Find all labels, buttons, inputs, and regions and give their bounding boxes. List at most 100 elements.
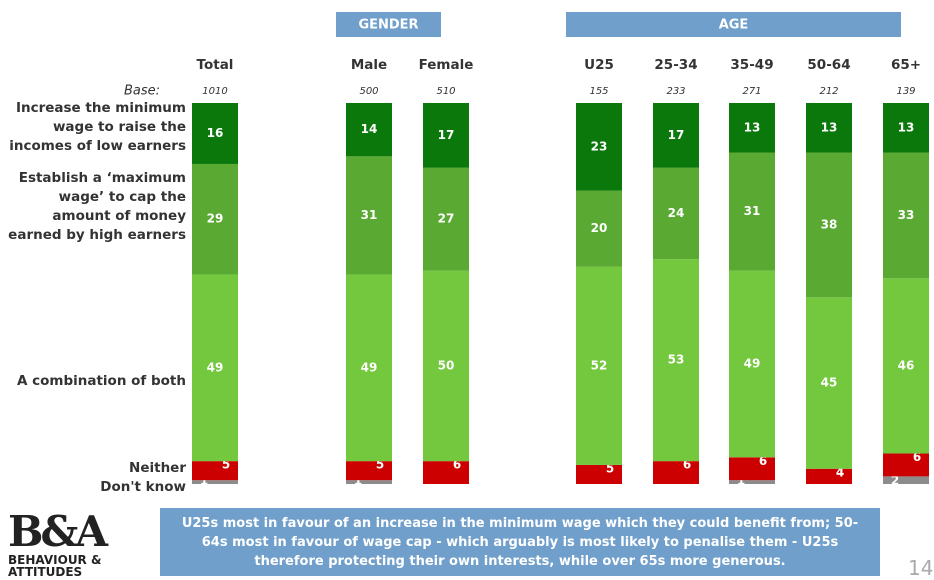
category-label: Total xyxy=(197,57,234,73)
data-label: 1 xyxy=(354,474,362,488)
bar-segment xyxy=(806,468,852,484)
data-label: 13 xyxy=(821,120,838,134)
bar-segment xyxy=(653,103,699,168)
category-label: U25 xyxy=(584,57,614,73)
bar-segment xyxy=(192,163,238,275)
data-label: 46 xyxy=(898,358,915,372)
bar-segment xyxy=(576,464,622,484)
category-label: 65+ xyxy=(891,57,921,73)
data-label: 17 xyxy=(668,128,685,142)
bar-segment xyxy=(729,480,775,484)
bar-segment xyxy=(883,476,929,484)
group-header xyxy=(566,12,901,37)
data-label: 24 xyxy=(668,206,685,220)
base-value: 510 xyxy=(436,86,455,97)
bar-segment xyxy=(576,266,622,465)
data-label: 1 xyxy=(200,474,208,488)
bar-segment xyxy=(883,103,929,153)
category-label: 50-64 xyxy=(807,57,850,73)
data-label: 5 xyxy=(376,458,384,472)
data-label: 49 xyxy=(361,360,378,374)
bar-segment xyxy=(729,457,775,481)
bar-segment xyxy=(653,167,699,260)
footer-note: U25s most in favour of an increase in th… xyxy=(160,508,880,576)
category-label: 25-34 xyxy=(654,57,697,73)
data-label: 6 xyxy=(759,454,767,468)
bar-segment xyxy=(192,274,238,462)
data-label: 6 xyxy=(913,450,921,464)
base-value: 271 xyxy=(742,86,761,97)
bar-segment xyxy=(192,461,238,481)
row-label: Establish a ‘maximum wage’ to cap the am… xyxy=(8,170,186,243)
bar-segment xyxy=(806,103,852,153)
bar-segment xyxy=(423,103,469,168)
data-label: 50 xyxy=(438,358,455,372)
footer-text: U25s most in favour of an increase in th… xyxy=(181,515,859,569)
bar-segment xyxy=(576,103,622,191)
bar-segment xyxy=(653,461,699,484)
row-label: Neither xyxy=(129,460,186,476)
data-label: 31 xyxy=(361,208,378,222)
data-label: 13 xyxy=(744,120,761,134)
data-label: 20 xyxy=(591,221,608,235)
logo: B&A BEHAVIOUR & ATTITUDES xyxy=(8,507,108,579)
base-value: 233 xyxy=(666,86,685,97)
bar-segment xyxy=(346,103,392,157)
group-label: AGE xyxy=(719,18,749,33)
bar-segment xyxy=(423,461,469,484)
base-value: 500 xyxy=(359,86,378,97)
row-label: A combination of both xyxy=(16,373,186,389)
logo-mark: B&A xyxy=(8,507,108,556)
data-label: 4 xyxy=(836,465,844,479)
bar-segment xyxy=(883,152,929,279)
data-label: 6 xyxy=(453,458,461,472)
base-value: 155 xyxy=(589,86,608,97)
data-label: 14 xyxy=(361,122,378,136)
group-header xyxy=(336,12,441,37)
bar-segment xyxy=(806,297,852,469)
row-label: Don't know xyxy=(100,479,186,495)
data-label: 52 xyxy=(591,358,608,372)
bar-segment xyxy=(806,152,852,298)
bar-segment xyxy=(883,278,929,454)
bar-segment xyxy=(729,103,775,153)
data-label: 49 xyxy=(744,356,761,370)
base-label: Base: xyxy=(124,84,160,99)
base-value: 139 xyxy=(896,86,915,97)
bar-segment xyxy=(346,461,392,481)
bar-segment xyxy=(729,270,775,458)
row-label: Increase the minimum wage to raise the i… xyxy=(9,100,186,154)
data-label: 1 xyxy=(737,474,745,488)
data-label: 13 xyxy=(898,120,915,134)
bar-segment xyxy=(576,190,622,267)
data-label: 53 xyxy=(668,353,685,367)
data-label: 16 xyxy=(207,126,224,140)
data-label: 27 xyxy=(438,212,455,226)
data-label: 5 xyxy=(222,458,230,472)
bar-segment xyxy=(192,480,238,484)
data-label: 2 xyxy=(891,474,899,488)
bar-segment xyxy=(423,167,469,271)
base-value: 212 xyxy=(819,86,838,97)
bar-segment xyxy=(346,480,392,484)
bar-segment xyxy=(653,259,699,462)
base-value: 1010 xyxy=(202,86,227,97)
data-label: 49 xyxy=(207,360,224,374)
data-label: 6 xyxy=(683,458,691,472)
page-number: 14 xyxy=(908,556,934,580)
category-label: Male xyxy=(351,57,387,73)
data-label: 45 xyxy=(821,376,838,390)
bar-segment xyxy=(346,156,392,275)
data-label: 5 xyxy=(606,461,614,475)
data-label: 23 xyxy=(591,139,608,153)
bar-segment xyxy=(423,270,469,462)
data-label: 31 xyxy=(744,204,761,218)
data-label: 29 xyxy=(207,212,224,226)
bar-segment xyxy=(346,274,392,462)
bar-segment xyxy=(192,103,238,164)
data-label: 33 xyxy=(898,208,915,222)
bar-segment xyxy=(883,453,929,477)
data-label: 38 xyxy=(821,217,838,231)
